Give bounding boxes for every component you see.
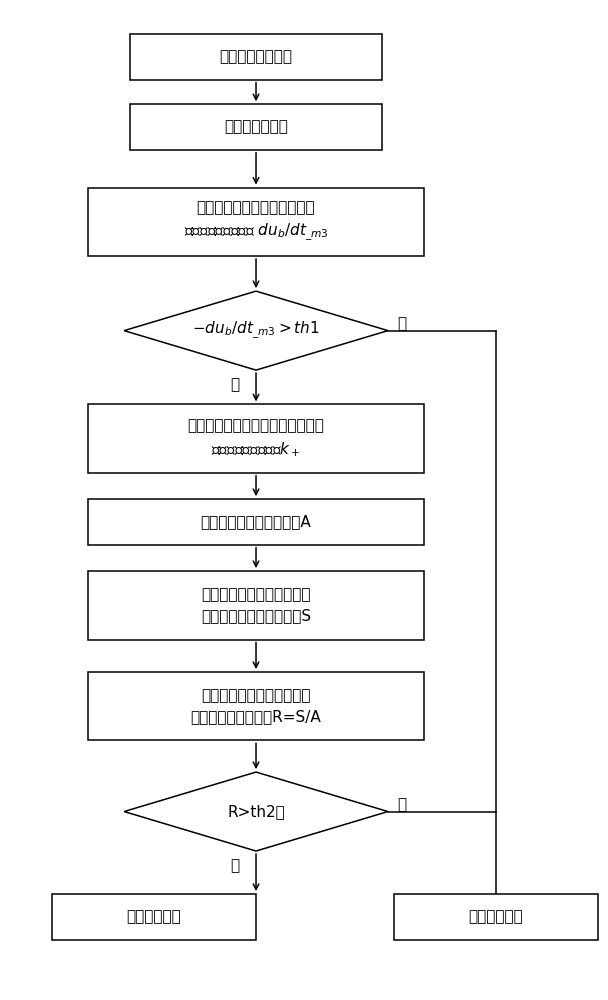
Text: $-du_b/dt_{\_m3}>th1$: $-du_b/dt_{\_m3}>th1$ [192,320,320,341]
Text: 否: 否 [397,316,406,331]
FancyBboxPatch shape [394,894,598,940]
FancyBboxPatch shape [88,404,424,473]
Text: 求故障首行波引起的反行波下降结
束时刻对应的采样点$k_+$: 求故障首行波引起的反行波下降结 束时刻对应的采样点$k_+$ [188,418,325,459]
Text: 否: 否 [397,797,406,812]
Text: 线路区外故障: 线路区外故障 [469,909,523,924]
Text: 计算故障首行波下降幅值A: 计算故障首行波下降幅值A [201,514,311,529]
FancyBboxPatch shape [88,571,424,640]
FancyBboxPatch shape [88,188,424,256]
FancyBboxPatch shape [88,672,424,740]
FancyBboxPatch shape [130,34,382,80]
Text: 计算故障首行波到达后剩余
数据窗内的反行波变化量S: 计算故障首行波到达后剩余 数据窗内的反行波变化量S [201,587,311,623]
Text: 计算保护启动后三个采样点内
反行波变化率最小值 $du_b/dt_{\_m3}$: 计算保护启动后三个采样点内 反行波变化率最小值 $du_b/dt_{\_m3}$ [184,200,328,243]
Polygon shape [124,291,388,370]
Text: 保护启动元件启动: 保护启动元件启动 [219,49,292,64]
Text: 计算反行波变化量和故障首
行波下降幅值的比值R=S/A: 计算反行波变化量和故障首 行波下降幅值的比值R=S/A [191,688,322,724]
Text: 是: 是 [230,858,240,873]
Text: 计算线模反行波: 计算线模反行波 [224,120,288,135]
Text: 是: 是 [230,377,240,392]
FancyBboxPatch shape [52,894,256,940]
FancyBboxPatch shape [130,104,382,150]
FancyBboxPatch shape [88,499,424,545]
Polygon shape [124,772,388,851]
Text: R>th2？: R>th2？ [227,804,285,819]
Text: 线路区内故障: 线路区内故障 [126,909,181,924]
